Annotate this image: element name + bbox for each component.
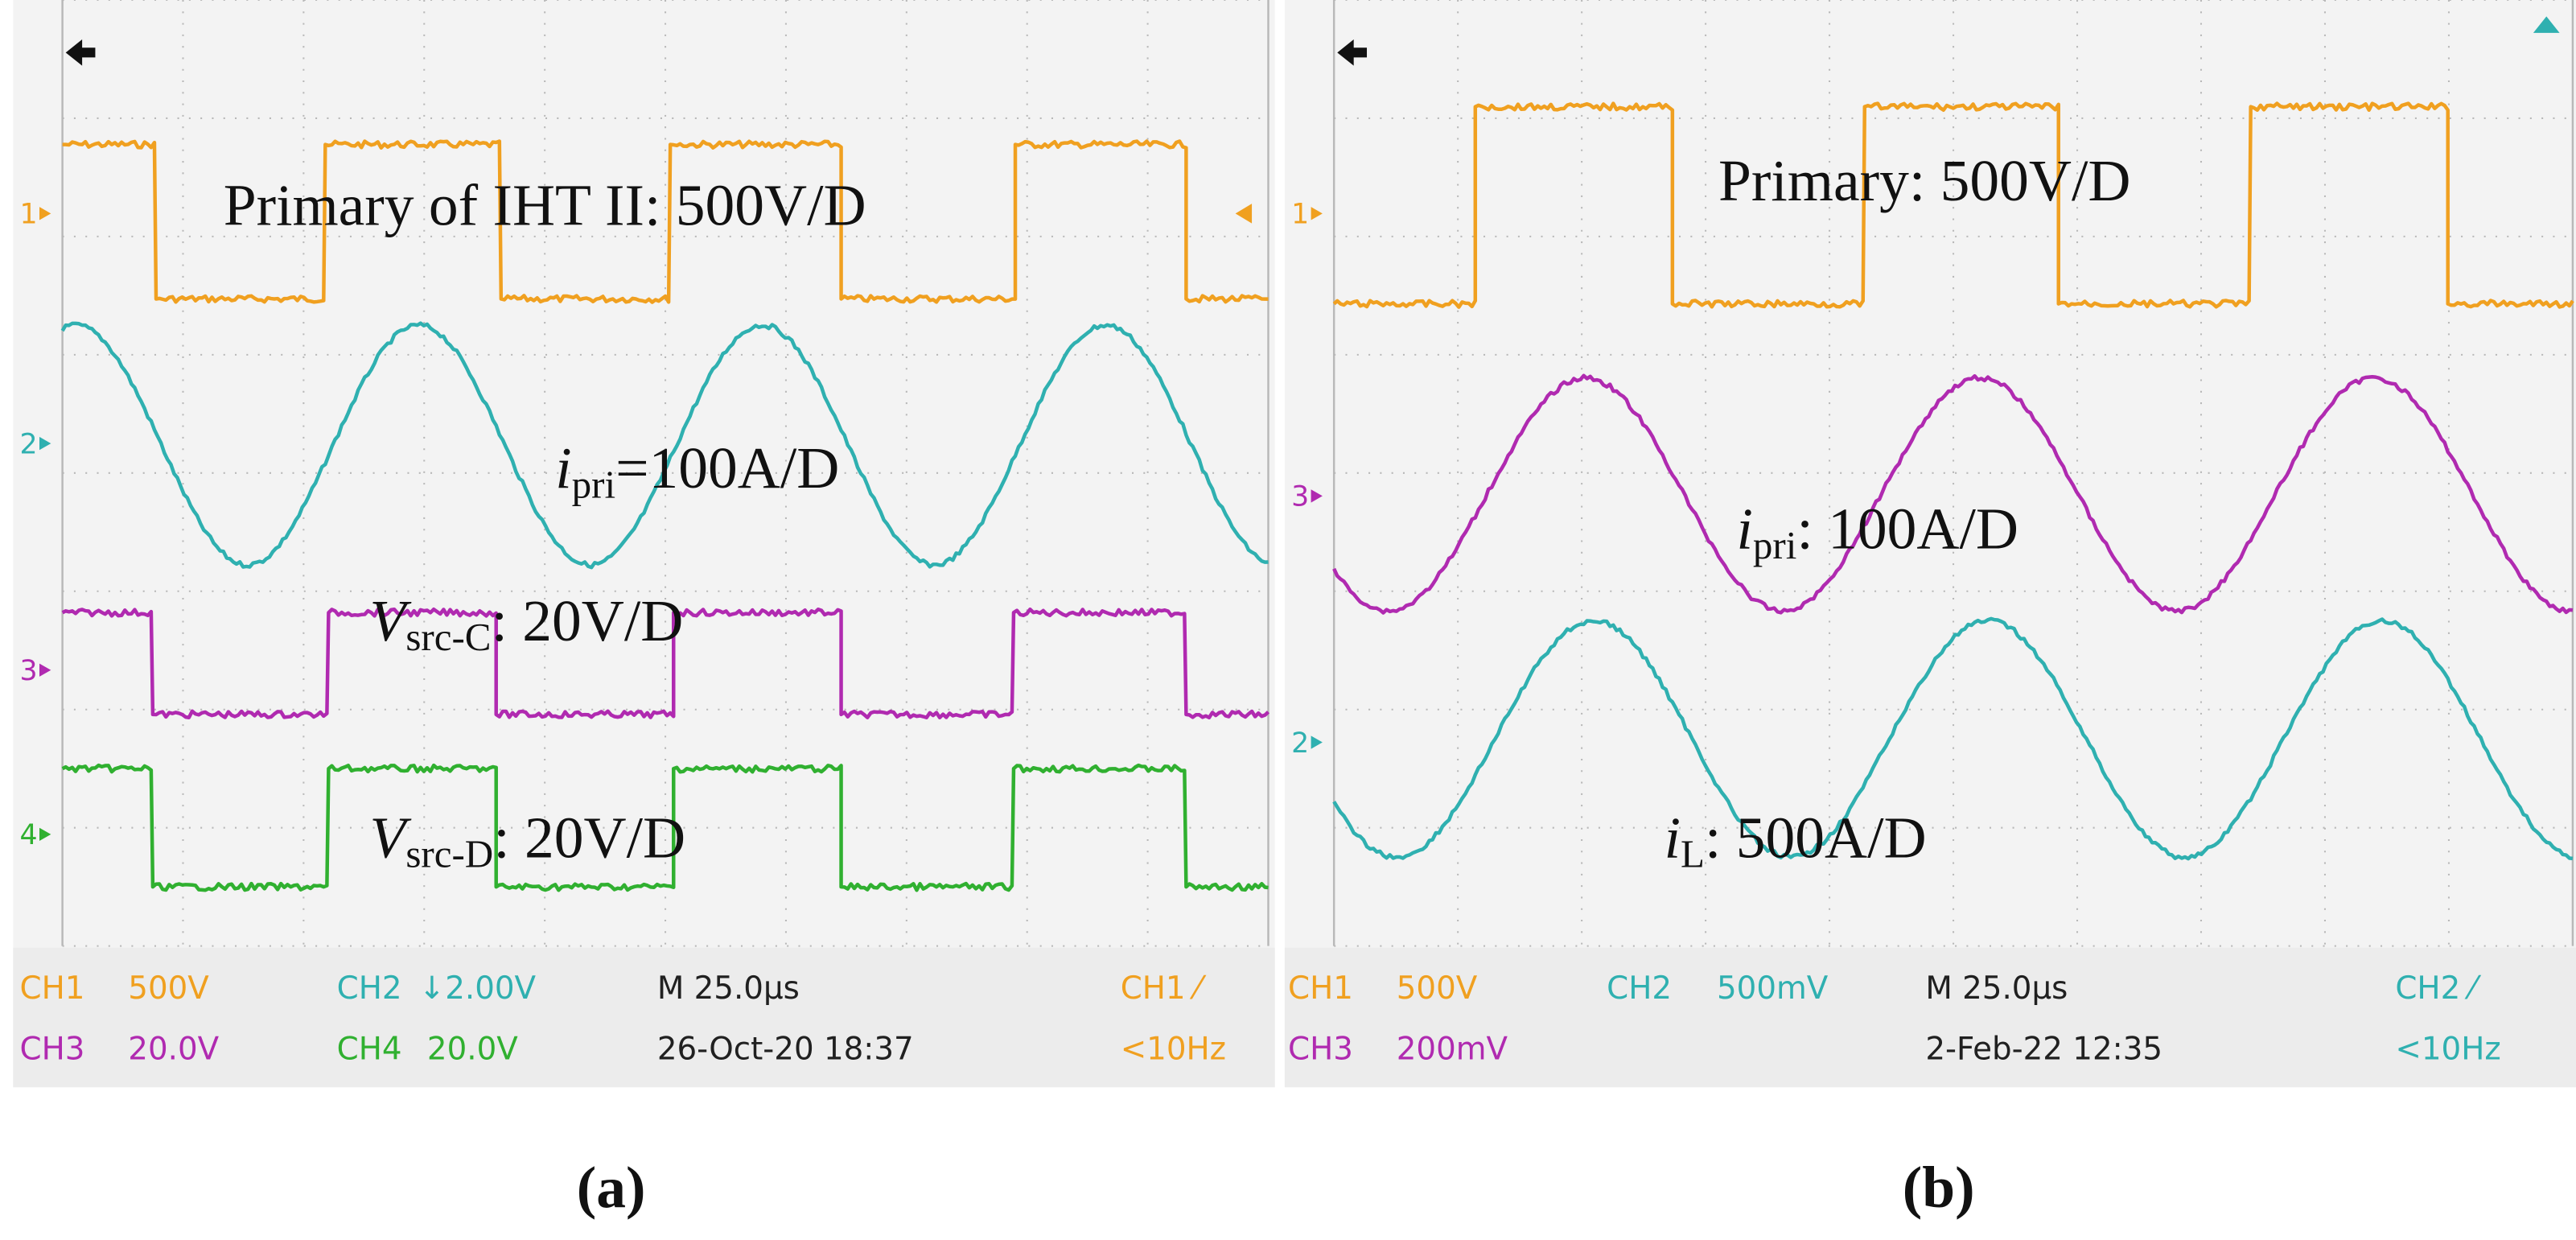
annotation-subscript: pri — [1753, 523, 1796, 567]
annotation-subscript: L — [1681, 832, 1705, 876]
waveform — [61, 763, 1269, 892]
channel-marker-arrow — [39, 207, 51, 220]
status-text: CH1 — [20, 970, 85, 1007]
channel-marker: 2 — [1291, 727, 1309, 760]
channel-marker: 2 — [20, 428, 38, 460]
channel-marker: 1 — [20, 199, 38, 231]
annotation: ipri=100A/D — [555, 435, 839, 506]
trigger-position-b — [1337, 39, 1368, 66]
status-text: 500V — [1397, 970, 1478, 1007]
status-text: 500V — [128, 970, 209, 1007]
annotation-text: : 100A/D — [1796, 496, 2018, 562]
annotation-subscript: src-C — [405, 615, 491, 659]
annotation: Primary: 500V/D — [1718, 148, 2130, 213]
channel-marker-arrow — [39, 436, 51, 451]
annotation-symbol: i — [555, 435, 571, 501]
channel-marker: 3 — [20, 655, 38, 687]
annotation-symbol: i — [1736, 496, 1752, 562]
waveform — [1332, 373, 2574, 615]
annotation-text: : 20V/D — [492, 588, 684, 653]
status-text: 26-Oct-20 18:37 — [657, 1031, 914, 1067]
status-bar-b — [1284, 947, 2576, 1088]
annotation-text: =100A/D — [615, 435, 839, 501]
status-text: 200mV — [1397, 1031, 1508, 1067]
status-text: 2-Feb-22 12:35 — [1925, 1031, 2162, 1067]
annotation-symbol: V — [369, 588, 411, 653]
channel-marker-arrow — [39, 663, 51, 677]
status-text: <10Hz — [2395, 1031, 2500, 1067]
status-text: CH2 — [1607, 970, 1672, 1007]
trigger-position-a — [65, 39, 96, 66]
status-text: 20.0V — [128, 1031, 219, 1067]
status-text: CH4 — [337, 1031, 402, 1067]
waveform — [1332, 616, 2574, 861]
channel-marker: 4 — [20, 819, 38, 851]
annotation: iL: 500A/D — [1665, 805, 1927, 875]
annotation-symbol: V — [369, 805, 411, 870]
trigger-level-a — [1235, 204, 1253, 224]
channel-marker-arrow — [39, 827, 51, 842]
status-text: 500mV — [1717, 970, 1829, 1007]
status-text: CH1 — [1288, 970, 1353, 1007]
waveform — [62, 139, 1269, 304]
status-text: M 25.0µs — [657, 970, 800, 1007]
scope-screen-b — [1284, 0, 2576, 1088]
status-text: CH3 — [20, 1031, 85, 1067]
status-text: ↓2.00V — [419, 970, 537, 1007]
status-text: CH2 — [337, 970, 402, 1007]
channel-marker: 1 — [1291, 199, 1309, 231]
status-text: CH1 ⁄ — [1121, 970, 1207, 1007]
channel-marker-arrow — [1311, 489, 1323, 503]
status-bar-a — [13, 947, 1275, 1088]
trigger-marker-b — [2533, 16, 2560, 33]
status-text: CH2 ⁄ — [2395, 970, 2481, 1007]
status-text: <10Hz — [1121, 1031, 1226, 1067]
panel-caption: (b) — [1903, 1155, 1975, 1220]
channel-marker: 3 — [1291, 481, 1309, 513]
annotation-symbol: i — [1665, 805, 1681, 870]
annotation-subscript: pri — [572, 462, 615, 506]
channel-marker-arrow — [1311, 207, 1323, 220]
status-text: 20.0V — [427, 1031, 518, 1067]
annotation: Primary of IHT II: 500V/D — [224, 173, 866, 238]
status-text: CH3 — [1288, 1031, 1353, 1067]
annotation-text: Primary: 500V/D — [1718, 148, 2130, 213]
annotation: Vsrc-D: 20V/D — [369, 805, 685, 875]
annotation-subscript: src-D — [405, 832, 493, 876]
annotation-text: Primary of IHT II: 500V/D — [224, 173, 866, 238]
channel-marker-arrow — [1311, 735, 1323, 749]
annotation: ipri: 100A/D — [1736, 496, 2018, 567]
annotation-text: : 500A/D — [1705, 805, 1927, 870]
waveform — [61, 607, 1270, 719]
annotation: Vsrc-C: 20V/D — [369, 588, 683, 659]
scope-screen-a — [13, 0, 1275, 1088]
annotation-text: : 20V/D — [493, 805, 685, 870]
waveform — [1332, 101, 2574, 309]
waveform — [60, 321, 1269, 570]
status-text: M 25.0µs — [1925, 970, 2068, 1007]
panel-caption: (a) — [577, 1155, 646, 1220]
